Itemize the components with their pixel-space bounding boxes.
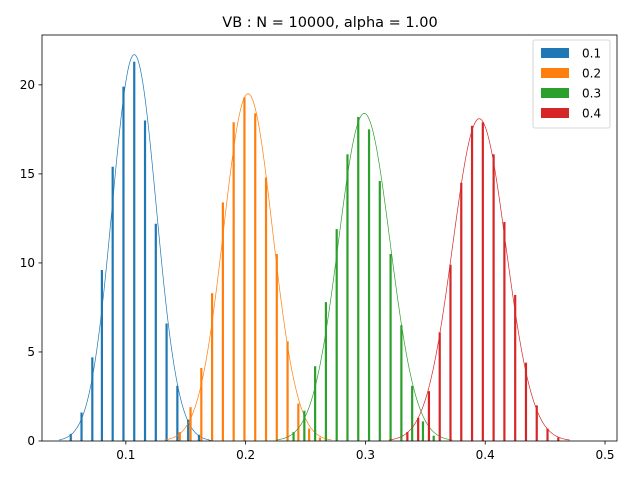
bar [460,182,463,442]
plot-frame [41,34,618,442]
series-2 [164,93,332,441]
x-tick-label: 0.3 [356,448,375,462]
x-tick-label: 0.4 [476,448,495,462]
bar [308,428,311,441]
y-tick-label: 0 [27,434,35,448]
bar [232,122,235,441]
bar [80,412,83,441]
bar [111,166,114,441]
bar [514,294,517,441]
legend-label: 0.1 [582,47,601,61]
legend: 0.1 0.2 0.3 0.4 [532,39,611,129]
bar [335,229,338,441]
bar [165,323,168,441]
bar [324,302,328,441]
bar [449,264,452,441]
bar [243,97,246,441]
bar [389,254,392,441]
bar [178,432,181,441]
bar [69,433,72,441]
bar [503,221,506,441]
bar [470,125,474,441]
bar [91,357,94,441]
x-tick-label: 0.1 [116,448,135,462]
bar [546,428,549,441]
legend-swatch [541,48,569,58]
bar [492,154,495,441]
bar [314,366,317,441]
legend-box [532,39,611,129]
density-curve [59,54,210,441]
bar [197,434,201,441]
bar [481,122,484,441]
bar [421,421,425,441]
series-3 [276,112,453,441]
bar [535,405,538,441]
density-curve [276,112,453,441]
series-4 [388,118,570,442]
x-tick-label: 0.5 [595,448,614,462]
bar [557,437,560,441]
bar [189,407,192,441]
bar [406,432,409,441]
bar [318,437,322,441]
bar [303,410,306,441]
bar [200,367,203,441]
bar [264,177,268,441]
bar [524,362,528,441]
bar [438,332,441,441]
legend-label: 0.3 [582,87,601,101]
bar [432,435,435,441]
plot-area [58,54,570,442]
bar [133,61,136,442]
legend-label: 0.4 [582,107,601,121]
bar [187,419,190,441]
bar [122,86,125,441]
density-curve [164,93,332,441]
bar [286,341,289,441]
legend-swatch [541,68,569,78]
chart-title: VB : N = 10000, alpha = 1.00 [222,15,437,31]
y-tick-label: 10 [20,256,35,270]
bar [221,202,224,441]
bar [100,270,103,441]
bar [417,417,420,441]
bar [211,293,214,441]
y-tick-label: 5 [27,345,35,359]
bar [411,385,414,441]
legend-swatch [541,108,569,118]
series-1 [58,54,211,442]
bar [427,391,431,441]
bar [143,120,147,441]
legend-swatch [541,88,569,98]
density-curve [388,118,570,441]
bar [367,129,371,441]
bar [378,181,381,441]
bar [176,385,179,441]
bar [154,223,157,441]
x-tick-label: 0.2 [236,448,255,462]
bar [297,403,300,441]
y-tick-label: 20 [20,78,35,92]
bar [357,116,360,441]
bar [400,325,403,441]
bar [346,154,349,441]
axes: 0.1 0.2 0.3 0.4 0.5 0 5 10 15 20 [20,34,618,462]
bar [292,432,295,441]
bar [254,113,257,441]
y-tick-label: 15 [20,167,35,181]
legend-label: 0.2 [582,67,601,81]
bar [208,439,211,441]
bar [275,254,278,441]
